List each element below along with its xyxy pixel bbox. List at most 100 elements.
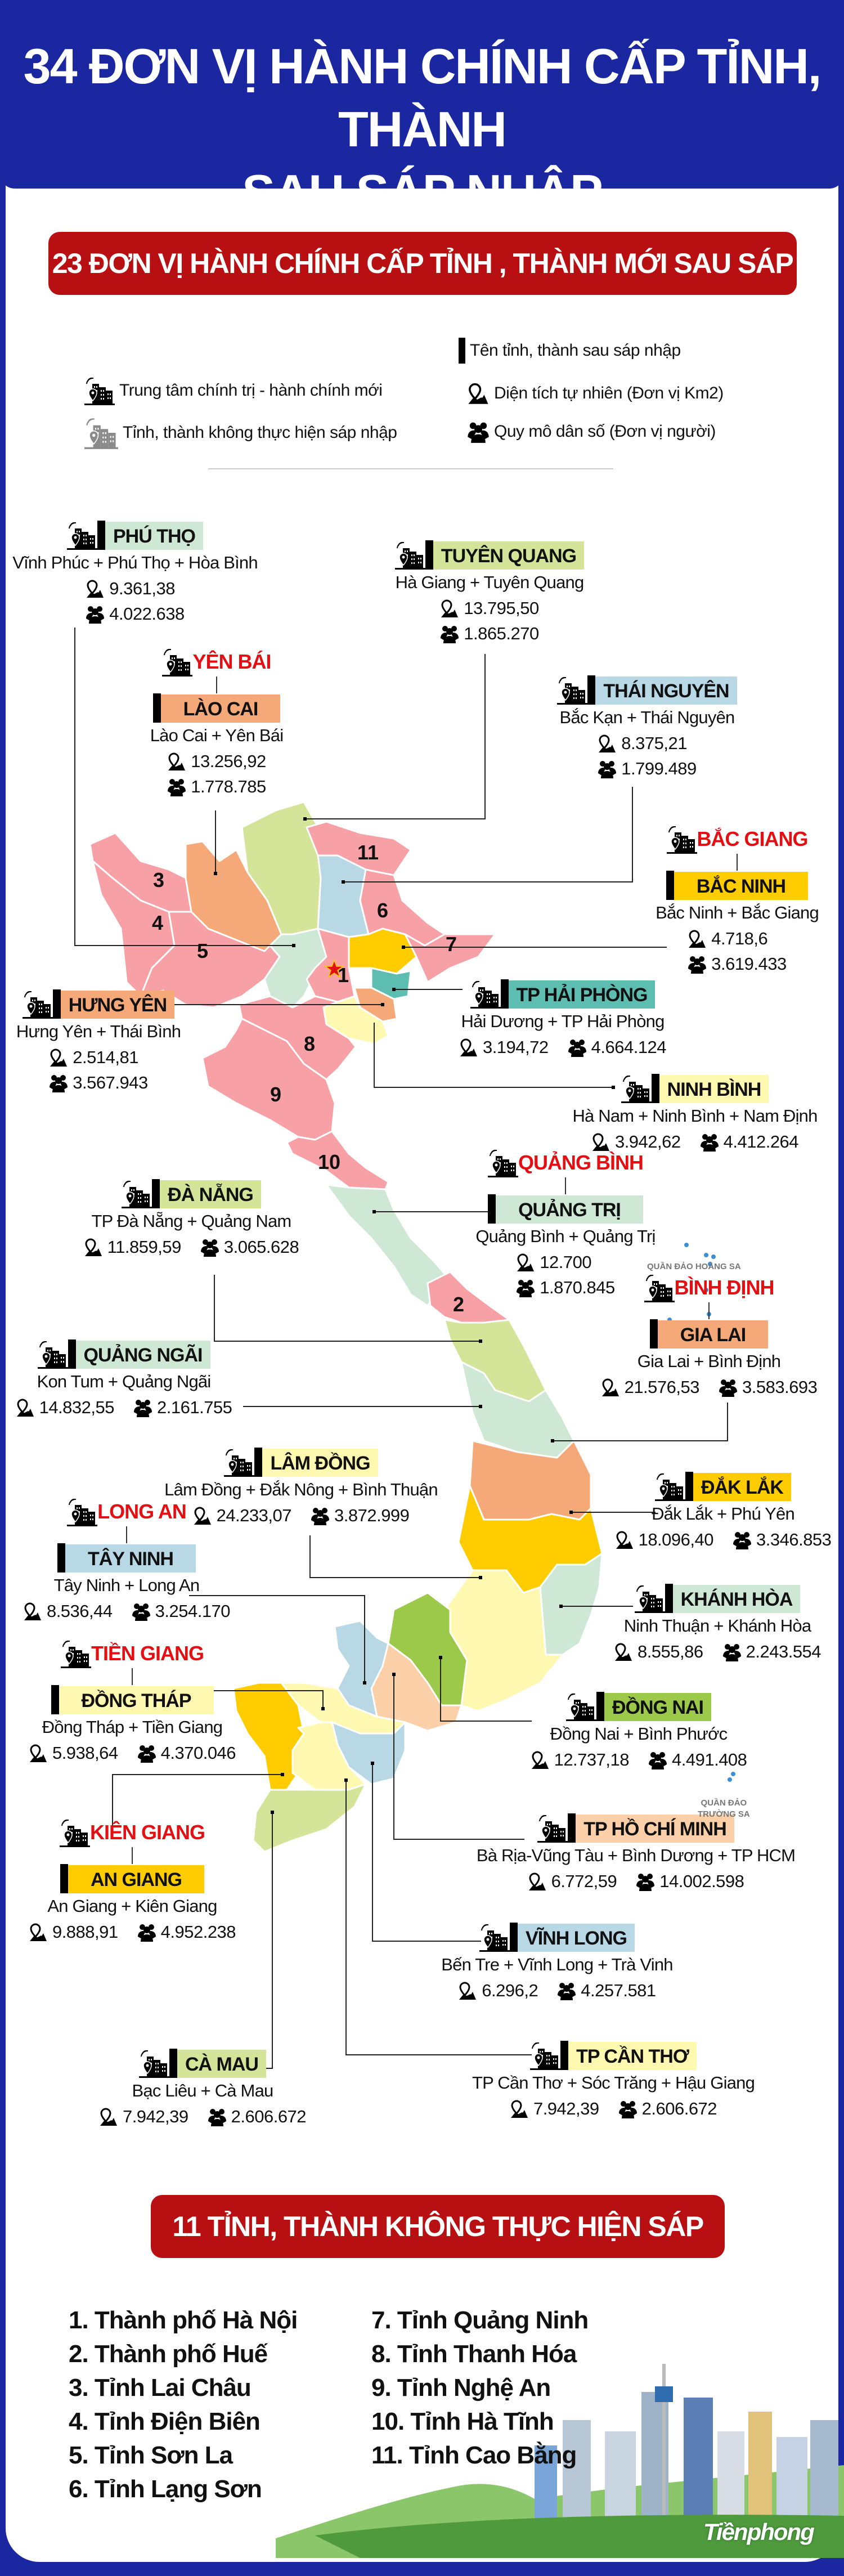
area-value: 9.888,91 [52, 1922, 118, 1942]
people-icon [440, 624, 459, 644]
center-link-line [708, 1302, 710, 1319]
population-stat: 1.870.845 [516, 1275, 615, 1300]
area-stat: 3.194,72 [459, 1034, 549, 1060]
black-bar-icon [459, 338, 465, 364]
population-stat: 4.022.638 [86, 601, 185, 626]
area-value: 7.942,39 [122, 2107, 188, 2126]
unit-stats: 8.375,21 1.799.489 [598, 731, 697, 781]
unit-stats: 2.514,81 3.567.943 [49, 1045, 148, 1095]
unit-name: THÁI NGUYÊN [595, 677, 737, 705]
new-center: QUẢNG BÌNH [488, 1148, 644, 1177]
population-value: 4.022.638 [109, 604, 185, 624]
people-icon [722, 1642, 742, 1662]
map-pin-icon [459, 1037, 478, 1058]
unit-header: AN GIANG [60, 1864, 204, 1893]
population-stat: 1.799.489 [598, 756, 697, 781]
population-value: 3.619.433 [711, 954, 787, 974]
population-stat: 4.664.124 [568, 1034, 667, 1060]
population-value: 3.872.999 [334, 1506, 410, 1525]
area-value: 8.555,86 [637, 1642, 703, 1661]
people-icon [568, 1037, 587, 1058]
unit-name: CÀ MAU [177, 2050, 266, 2078]
merged-provinces: Hải Dương + TP Hải Phòng [461, 1011, 665, 1031]
map-pin-icon [29, 1743, 48, 1763]
area-stat: 6.772,59 [528, 1869, 617, 1894]
area-stat: 21.576,53 [601, 1374, 700, 1400]
black-bar-icon [60, 1864, 68, 1893]
region-quang-ninh [404, 933, 496, 983]
unmerged-list-item: 10. Tỉnh Hà Tĩnh [371, 2408, 554, 2435]
merged-unit-card: HƯNG YÊN Hưng Yên + Thái Bình 2.514,81 3.56… [6, 989, 191, 1095]
connector-line [345, 1780, 532, 2055]
unmerged-list-item: 1. Thành phố Hà Nội [69, 2306, 298, 2334]
unit-header: ĐẮK LẮK [655, 1472, 791, 1501]
unit-name: QUẢNG NGÃI [75, 1341, 210, 1369]
connector-line [553, 1403, 728, 1441]
merged-unit-card: QUẢNG BÌNH QUẢNG TRỊ Quảng Bình + Quảng Tr… [473, 1148, 658, 1300]
connector-line [196, 1690, 324, 1709]
map-pin-icon [458, 1981, 477, 2001]
area-value: 6.772,59 [551, 1871, 617, 1891]
area-value: 21.576,53 [624, 1377, 700, 1397]
population-value: 4.491.408 [672, 1750, 747, 1769]
area-stat: 13.795,50 [440, 595, 539, 621]
legend-center: Trung tâm chính trị - hành chính mới [84, 376, 383, 405]
island-label-hoang-sa: QUẦN ĐẢO HOÀNG SA [647, 1262, 741, 1271]
merged-provinces: Bến Tre + Vĩnh Long + Trà Vinh [441, 1955, 673, 1974]
area-stat: 7.942,39 [99, 2104, 188, 2129]
unit-name: TUYÊN QUANG [433, 541, 585, 570]
unit-name: TP CẦN THƠ [568, 2042, 697, 2070]
area-value: 12.737,18 [554, 1750, 630, 1769]
area-stat: 8.536,44 [23, 1598, 113, 1624]
people-icon [688, 954, 707, 974]
area-value: 6.296,2 [482, 1981, 538, 2000]
map-number-label: 11 [357, 841, 379, 864]
connector-dot [214, 872, 217, 875]
center-link-line [132, 1668, 133, 1685]
black-bar-icon [254, 1448, 263, 1477]
connector-line [189, 1595, 365, 1683]
unit-header: GIA LAI [649, 1319, 769, 1349]
merged-provinces: Bắc Ninh + Bắc Giang [656, 903, 819, 922]
black-bar-icon [596, 1692, 604, 1721]
area-value: 11.859,59 [107, 1237, 182, 1257]
center-link-line [216, 677, 217, 693]
merged-provinces: Bạc Liêu + Cà Mau [132, 2081, 274, 2100]
connector-dot [392, 1673, 396, 1676]
unit-header: KHÁNH HÒA [635, 1584, 801, 1613]
city-building-pin-icon [557, 675, 587, 705]
unit-header: TP CẦN THƠ [530, 2041, 697, 2070]
merged-provinces: Hà Giang + Tuyên Quang [395, 572, 585, 592]
unit-header: PHÚ THỌ [67, 521, 203, 550]
area-value: 4.718,6 [711, 929, 768, 948]
unmerged-list-item: 2. Thành phố Huế [69, 2340, 268, 2368]
population-stat: 2.606.672 [208, 2104, 307, 2129]
connector-dot [363, 1681, 366, 1685]
population-value: 3.583.693 [742, 1377, 818, 1397]
merged-provinces: Đắk Lắk + Phú Yên [652, 1504, 795, 1524]
merged-unit-card: YÊN BÁI LÀO CAI Lào Cai + Yên Bái 13.256,92… [141, 647, 293, 799]
population-value: 2.606.672 [231, 2107, 307, 2126]
title-line-1: 34 ĐƠN VỊ HÀNH CHÍNH CẤP TỈNH, THÀNH [23, 38, 822, 157]
connector-dot [439, 1656, 442, 1659]
island-label-line-2: TRƯỜNG SA [698, 1809, 750, 1819]
area-value: 3.194,72 [482, 1037, 549, 1057]
new-center: KIÊN GIANG [60, 1818, 205, 1847]
population-stat: 4.370.046 [137, 1740, 236, 1766]
population-stat: 3.346.853 [733, 1527, 832, 1552]
center-name: TIỀN GIANG [91, 1642, 204, 1665]
area-value: 5.938,64 [52, 1743, 118, 1763]
unit-name: TÂY NINH [65, 1544, 196, 1573]
city-building-pin-icon [122, 1179, 152, 1208]
center-name: BẮC GIANG [697, 827, 809, 850]
population-value: 1.778.785 [191, 777, 266, 796]
population-value: 3.254.170 [155, 1601, 231, 1621]
merged-unit-card: TUYÊN QUANG Hà Giang + Tuyên Quang 13.795,… [388, 540, 591, 646]
unit-name: BẮC NINH [674, 872, 809, 900]
merged-unit-card: BÌNH ĐỊNH GIA LAI Gia Lai + Bình Định 21.57… [596, 1273, 821, 1400]
map-pin-icon [49, 1047, 68, 1068]
unit-name: LÀO CAI [160, 695, 281, 723]
unit-name: HƯNG YÊN [60, 991, 175, 1019]
city-building-pin-icon [67, 521, 97, 550]
black-bar-icon [665, 1584, 673, 1613]
